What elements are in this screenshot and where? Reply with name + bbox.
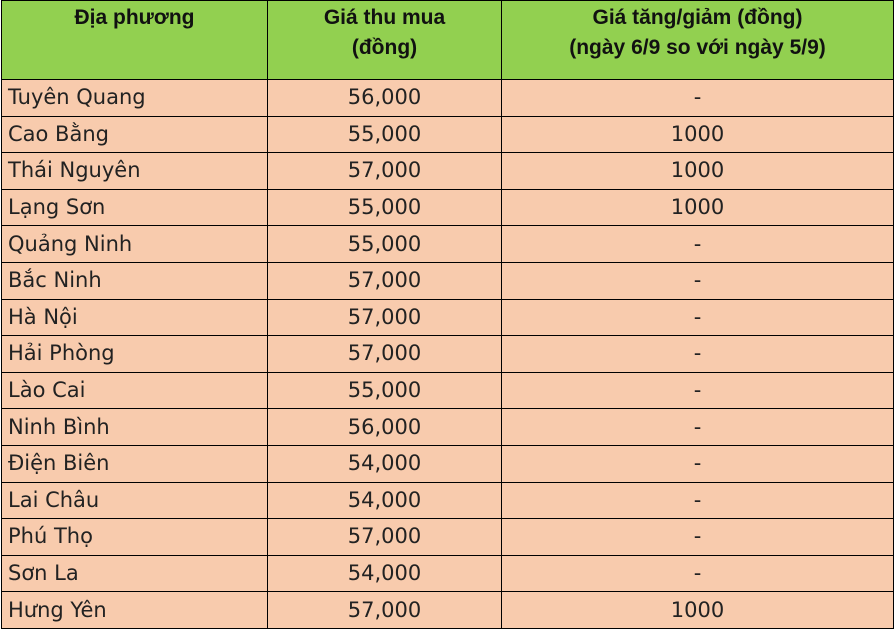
table-row: Cao Bằng 55,000 1000 — [1, 115, 894, 154]
header-price-line2: (đồng) — [351, 36, 418, 59]
table-row: Điện Biên 54,000- — [1, 444, 894, 483]
price-cell: 54,000 — [267, 554, 502, 593]
change-cell: - — [501, 371, 894, 410]
table-row: Sơn La 54,000- — [1, 554, 894, 593]
price-cell: 56,000 — [267, 79, 502, 117]
price-cell: 55,000 — [267, 115, 502, 154]
header-change-line2: (ngày 6/9 so với ngày 5/9) — [569, 36, 826, 59]
change-cell: - — [501, 408, 894, 446]
header-location-label: Địa phương — [74, 6, 195, 29]
table-row: Bắc Ninh 57,000- — [1, 261, 894, 300]
table-row: Quảng Ninh 55,000- — [1, 225, 894, 263]
location-cell: Cao Bằng — [1, 115, 268, 154]
table-row: Tuyên Quang 56,000- — [1, 79, 894, 117]
change-cell: 1000 — [501, 591, 894, 629]
change-cell: - — [501, 444, 894, 483]
table-row: Ninh Bình 56,000- — [1, 408, 894, 446]
change-cell: - — [501, 554, 894, 593]
location-cell: Lạng Sơn — [1, 188, 268, 227]
table-row: Lai Châu 54,000- — [1, 481, 894, 520]
header-change: Giá tăng/giảm (đồng) (ngày 6/9 so với ngà… — [501, 0, 894, 80]
price-cell: 54,000 — [267, 444, 502, 483]
table-row: Lào Cai 55,000- — [1, 371, 894, 410]
price-cell: 57,000 — [267, 261, 502, 300]
location-cell: Điện Biên — [1, 444, 268, 483]
location-cell: Thái Nguyên — [1, 152, 268, 190]
table-row: Hà Nội 57,000- — [1, 298, 894, 337]
table-row: Lạng Sơn 55,000 1000 — [1, 188, 894, 227]
table-row: Hưng Yên 57,000 1000 — [1, 591, 894, 629]
change-cell: - — [501, 518, 894, 556]
change-cell: - — [501, 298, 894, 337]
header-row: Địa phương Giá thu mua (đồng) Giá tăng/gi… — [1, 0, 894, 80]
table-row: Hải Phòng 57,000- — [1, 335, 894, 373]
change-cell: 1000 — [501, 152, 894, 190]
header-change-line1: Giá tăng/giảm (đồng) — [592, 6, 803, 29]
change-cell: - — [501, 261, 894, 300]
price-cell: 54,000 — [267, 481, 502, 520]
price-cell: 55,000 — [267, 188, 502, 227]
price-cell: 55,000 — [267, 225, 502, 263]
location-cell: Ninh Bình — [1, 408, 268, 446]
header-location: Địa phương — [1, 0, 268, 80]
price-cell: 57,000 — [267, 518, 502, 556]
table-row: Phú Thọ 57,000- — [1, 518, 894, 556]
change-cell: - — [501, 225, 894, 263]
change-cell: 1000 — [501, 115, 894, 154]
location-cell: Hà Nội — [1, 298, 268, 337]
price-cell: 57,000 — [267, 591, 502, 629]
location-cell: Lào Cai — [1, 371, 268, 410]
change-cell: - — [501, 481, 894, 520]
location-cell: Quảng Ninh — [1, 225, 268, 263]
header-price: Giá thu mua (đồng) — [267, 0, 502, 80]
change-cell: - — [501, 79, 894, 117]
location-cell: Lai Châu — [1, 481, 268, 520]
price-cell: 57,000 — [267, 335, 502, 373]
location-cell: Bắc Ninh — [1, 261, 268, 300]
header-price-line1: Giá thu mua — [323, 6, 446, 29]
price-table: Địa phương Giá thu mua (đồng) Giá tăng/gi… — [1, 0, 894, 629]
location-cell: Hưng Yên — [1, 591, 268, 629]
change-cell: 1000 — [501, 188, 894, 227]
price-cell: 57,000 — [267, 298, 502, 337]
location-cell: Hải Phòng — [1, 335, 268, 373]
price-cell: 56,000 — [267, 408, 502, 446]
location-cell: Tuyên Quang — [1, 79, 268, 117]
location-cell: Phú Thọ — [1, 518, 268, 556]
change-cell: - — [501, 335, 894, 373]
price-cell: 55,000 — [267, 371, 502, 410]
table-row: Thái Nguyên 57,000 1000 — [1, 152, 894, 190]
location-cell: Sơn La — [1, 554, 268, 593]
price-cell: 57,000 — [267, 152, 502, 190]
